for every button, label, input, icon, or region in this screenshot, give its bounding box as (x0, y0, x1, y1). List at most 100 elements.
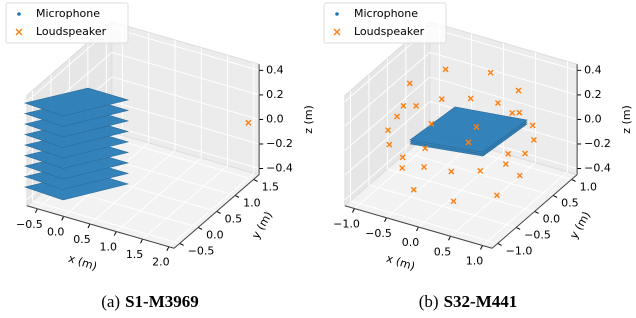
grid-line (429, 27, 578, 71)
x-tick-label: 2.0 (152, 256, 170, 269)
tick-mark (87, 223, 91, 229)
grid-line (111, 101, 260, 145)
tick-mark (448, 236, 451, 241)
y-axis (173, 174, 260, 249)
tick-mark (416, 226, 419, 232)
loudspeaker-marker (245, 119, 252, 126)
panel: −0.50.00.51.01.52.0−0.50.00.51.01.5−0.4−… (5, 2, 315, 311)
grid-line (344, 76, 431, 151)
legend-label: Microphone (354, 7, 418, 20)
grid-line (111, 51, 260, 96)
panel: −1.0−0.50.00.51.0−1.0−0.50.00.51.0−0.4−0… (323, 2, 633, 311)
x-tick-label: 0.5 (434, 245, 452, 258)
z-tick-label: 0.2 (584, 88, 602, 101)
loudspeaker-marker (516, 109, 523, 116)
x-tick-label: 0.5 (73, 233, 91, 246)
tick-mark (179, 243, 184, 246)
y-tick-label: 0.5 (561, 196, 579, 209)
loudspeaker-marker (399, 165, 406, 172)
z-tick-label: 0.4 (584, 63, 602, 76)
y-tick-label: 0.5 (225, 212, 243, 225)
tick-mark (384, 217, 387, 222)
grid-line (111, 125, 260, 169)
caption: (a) S1-M3969 (101, 292, 199, 311)
loudspeaker-marker (450, 198, 457, 205)
grid-line (344, 52, 431, 127)
x-tick-label: −0.5 (365, 227, 392, 240)
loudspeaker-marker (509, 109, 516, 116)
loudspeaker-marker (393, 113, 400, 120)
x-axis (26, 205, 175, 249)
grid-line (106, 136, 254, 180)
loudspeaker-marker (467, 95, 474, 102)
loudspeaker-marker (410, 186, 417, 193)
x-tick-label: 0.0 (402, 236, 420, 249)
legend-marker (335, 12, 339, 16)
grid-line (429, 51, 578, 96)
tick-mark (352, 208, 355, 213)
z-tick-label: −0.4 (266, 162, 293, 175)
loudspeaker-marker (493, 192, 500, 199)
loudspeaker-marker (487, 69, 494, 76)
y-tick-label: 1.0 (580, 180, 598, 193)
legend-marker (17, 12, 21, 16)
loudspeaker-marker (442, 66, 449, 73)
loudspeaker-marker (406, 80, 413, 87)
loudspeaker-marker (465, 139, 472, 146)
foreground: −0.50.00.51.01.52.0−0.50.00.51.01.5−0.4−… (5, 2, 315, 311)
legend-label: Loudspeaker (36, 25, 107, 38)
z-tick-label: 0.0 (584, 112, 602, 125)
loudspeaker-marker (473, 123, 480, 130)
legend-marker (333, 28, 341, 36)
legend: Microphone Loudspeaker (5, 2, 129, 44)
loudspeaker-marker (515, 87, 522, 94)
loudspeaker-marker (421, 164, 428, 170)
z-axis-label: z (m) (620, 105, 633, 134)
tick-mark (216, 211, 221, 214)
loudspeaker-marker (422, 145, 429, 152)
tick-mark (197, 227, 203, 230)
x-axis-label: x (m) (385, 252, 417, 273)
y-tick-label: 1.5 (262, 180, 280, 193)
legend: Microphone Loudspeaker (323, 2, 447, 44)
tick-mark (515, 227, 521, 230)
tick-mark (497, 243, 502, 246)
tick-mark (552, 195, 558, 198)
grid-line (350, 200, 498, 244)
z-tick-label: −0.2 (266, 137, 293, 150)
legend-label: Loudspeaker (354, 25, 425, 38)
legend-marker (15, 28, 23, 36)
legend-box (5, 2, 129, 44)
z-tick-label: −0.4 (584, 162, 611, 175)
loudspeaker-marker (400, 102, 407, 109)
tick-mark (571, 179, 576, 182)
tick-mark (480, 245, 483, 250)
grid-line (405, 152, 554, 196)
x-tick-label: 1.0 (100, 241, 118, 254)
legend-box (323, 2, 447, 44)
z-tick-label: −0.2 (584, 137, 611, 150)
caption-label: (b) (419, 292, 439, 311)
y-tick-label: −0.5 (188, 244, 215, 257)
y-axis (491, 174, 578, 249)
tick-mark (113, 231, 117, 236)
z-tick-label: 0.4 (266, 63, 284, 76)
x-axis (344, 205, 493, 249)
loudspeaker-marker (477, 167, 484, 174)
grid-line (111, 27, 260, 71)
y-axis-label: y (m) (567, 209, 593, 241)
caption-label: (a) (101, 292, 120, 311)
tick-mark (534, 211, 539, 214)
mic-layer (409, 106, 528, 153)
y-axis-label: y (m) (249, 209, 275, 241)
x-tick-label: −0.5 (16, 218, 43, 231)
loudspeaker-marker (428, 120, 435, 127)
grid-line (111, 76, 260, 120)
y-tick-label: −0.5 (524, 228, 551, 241)
mic-layer (23, 87, 130, 117)
tick-mark (253, 179, 258, 182)
y-tick-label: 0.0 (206, 228, 224, 241)
tick-mark (61, 216, 65, 221)
caption: (b) S32-M441 (419, 292, 518, 311)
